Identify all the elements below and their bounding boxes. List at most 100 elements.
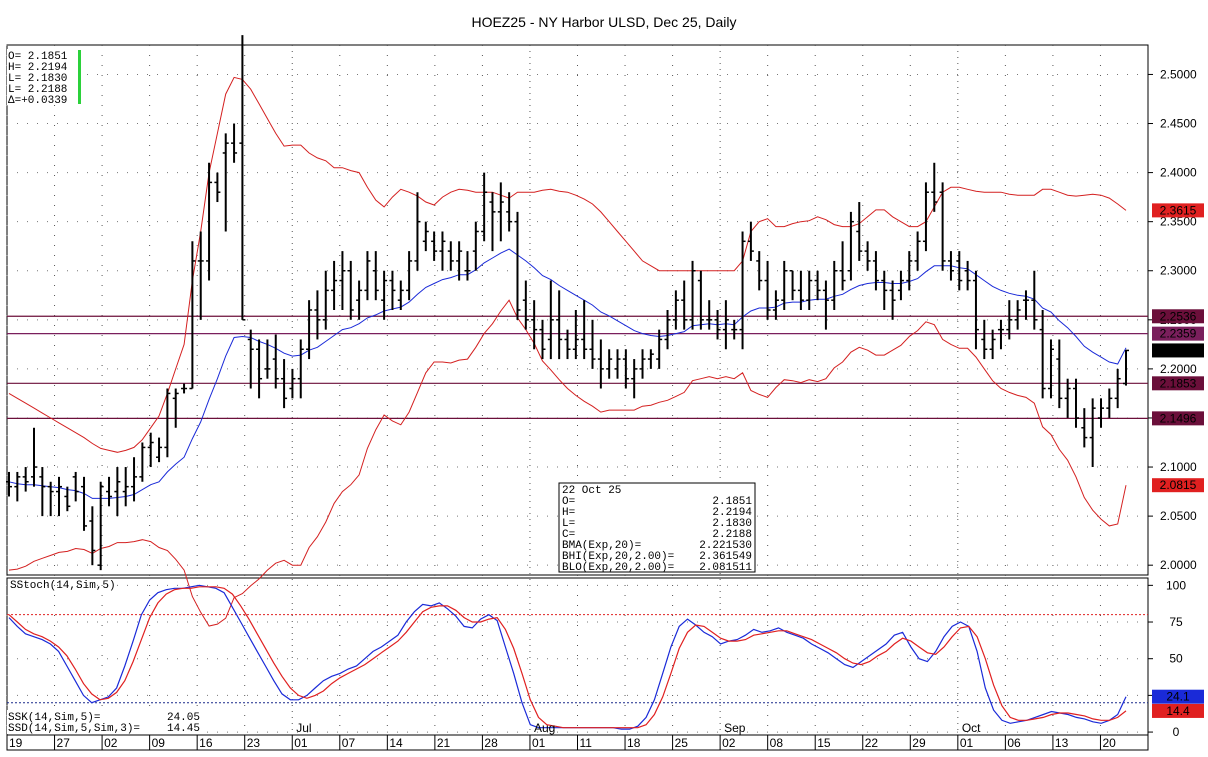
ohlc-bar xyxy=(439,231,446,271)
ohlc-bar xyxy=(56,476,63,517)
ohlc-bar xyxy=(131,457,138,502)
ohlc-bar xyxy=(839,241,846,291)
date-tick-label: 20 xyxy=(1102,736,1116,750)
ohlc-bars xyxy=(6,35,1129,571)
ohlc-bar xyxy=(1039,310,1046,399)
ohlc-bar xyxy=(106,476,113,507)
date-tick-label: 01 xyxy=(294,736,308,750)
info-box-value: 2.081511 xyxy=(699,562,752,574)
date-tick-label: 06 xyxy=(1007,736,1021,750)
ohlc-bar xyxy=(1006,300,1013,340)
ohlc-bar xyxy=(506,192,513,232)
overlays: O= 2.1851 H= 2.2194 L= 2.1830 L= 2.2188 … xyxy=(7,49,756,735)
info-box-frame xyxy=(558,482,756,573)
ohlc-legend-box xyxy=(7,49,81,105)
ohlc-bar xyxy=(822,280,829,330)
ohlc-bar xyxy=(647,349,654,369)
ohlc-bar xyxy=(431,231,438,261)
ohlc-bar xyxy=(556,290,563,360)
ohlc-bar xyxy=(314,290,321,340)
ohlc-bar xyxy=(81,476,88,531)
ohlc-bar xyxy=(181,383,188,394)
ohlc-bar xyxy=(964,260,971,291)
ohlc-bar xyxy=(172,388,179,428)
date-tick-label: 22 xyxy=(865,736,879,750)
ohlc-bar xyxy=(639,349,646,379)
chart-frame xyxy=(6,44,1149,751)
ohlc-bar xyxy=(39,467,46,517)
chart-title: HOEZ25 - NY Harbor ULSD, Dec 25, Daily xyxy=(471,14,737,30)
date-tick-label: 01 xyxy=(532,736,546,750)
ohlc-bar xyxy=(122,467,129,507)
ohlc-bar xyxy=(514,211,521,320)
ohlc-bar xyxy=(272,334,279,389)
right-axis-markers: 2.2536 2.2359 2.1853 2.1496 2.3615 2.2188 2.08… xyxy=(1152,203,1204,718)
ohlc-bar xyxy=(706,300,713,330)
ohlc-bar xyxy=(922,182,929,252)
ohlc-bar xyxy=(572,310,579,360)
ohlc-bar xyxy=(339,251,346,310)
stoch-tick-label: 75 xyxy=(1169,615,1183,629)
ohlc-bar xyxy=(656,329,663,369)
info-box-date: 22 Oct 25 xyxy=(562,485,621,497)
ohlc-bar xyxy=(464,251,471,281)
ohlc-bar xyxy=(472,221,479,271)
stoch-title: SStoch(14,Sim,5) xyxy=(10,580,116,592)
ohlc-legend-low: L= 2.1830 xyxy=(8,73,67,85)
ohlc-bar xyxy=(222,133,229,232)
ohlc-bar xyxy=(697,270,704,330)
stoch-value-marker xyxy=(1152,703,1204,718)
ohlc-bar xyxy=(664,310,671,350)
month-label: Oct xyxy=(962,721,981,735)
price-tick-label: 2.0000 xyxy=(1160,558,1197,572)
price-line-marker-label: 2.2536 xyxy=(1160,309,1197,323)
ohlc-bar xyxy=(906,251,913,291)
ohlc-bar xyxy=(97,481,104,571)
ohlc-bar xyxy=(622,349,629,389)
ohlc-bar xyxy=(747,221,754,261)
bollinger-lower-band xyxy=(8,299,1127,627)
info-box-value: 2.1851 xyxy=(712,496,752,508)
price-line-marker-label: 2.1853 xyxy=(1160,376,1197,390)
ohlc-bar xyxy=(1123,349,1129,386)
ohlc-bar xyxy=(789,269,796,301)
stoch-legend-box xyxy=(7,710,203,734)
ohlc-bar xyxy=(1097,398,1104,428)
ohlc-bar xyxy=(306,300,313,360)
ohlc-bar xyxy=(814,270,821,301)
ohlc-bar xyxy=(972,270,979,350)
price-tick-label: 2.3500 xyxy=(1160,215,1197,229)
stoch-value-marker xyxy=(1152,689,1204,704)
ohlc-bar xyxy=(47,481,54,517)
ohlc-bar xyxy=(364,251,371,301)
ohlc-bar xyxy=(547,280,554,360)
ohlc-bar xyxy=(864,241,871,271)
ohlc-bar xyxy=(1014,300,1021,330)
horizontal-price-lines xyxy=(7,315,1148,419)
info-box-value: 2.361549 xyxy=(699,551,752,563)
ohlc-bar xyxy=(31,427,38,487)
info-box-key: C= xyxy=(562,529,575,541)
ohlc-bar xyxy=(831,260,838,310)
grid xyxy=(6,45,1148,735)
date-tick-label: 02 xyxy=(104,736,118,750)
ohlc-bar xyxy=(414,192,421,271)
ohlc-bar xyxy=(147,432,154,468)
ohlc-bar xyxy=(406,251,413,301)
ohlc-bar xyxy=(1056,339,1063,409)
ohlc-bar xyxy=(914,231,921,271)
ohlc-bar xyxy=(931,162,938,212)
ohlc-bar xyxy=(631,359,638,399)
ohlc-bar xyxy=(322,270,329,330)
date-tick-label: 29 xyxy=(912,736,926,750)
month-label: Aug xyxy=(534,721,555,735)
ohlc-bar xyxy=(6,471,12,497)
ohlc-bar xyxy=(231,123,238,163)
ohlc-bar xyxy=(797,270,804,310)
ohlc-bar xyxy=(397,280,404,310)
ohlc-bar xyxy=(206,162,213,281)
ohlc-bar xyxy=(447,241,454,271)
ohlc-bar xyxy=(597,339,604,389)
info-box-value: 2.221530 xyxy=(699,540,752,552)
ohlc-bar xyxy=(489,192,496,252)
